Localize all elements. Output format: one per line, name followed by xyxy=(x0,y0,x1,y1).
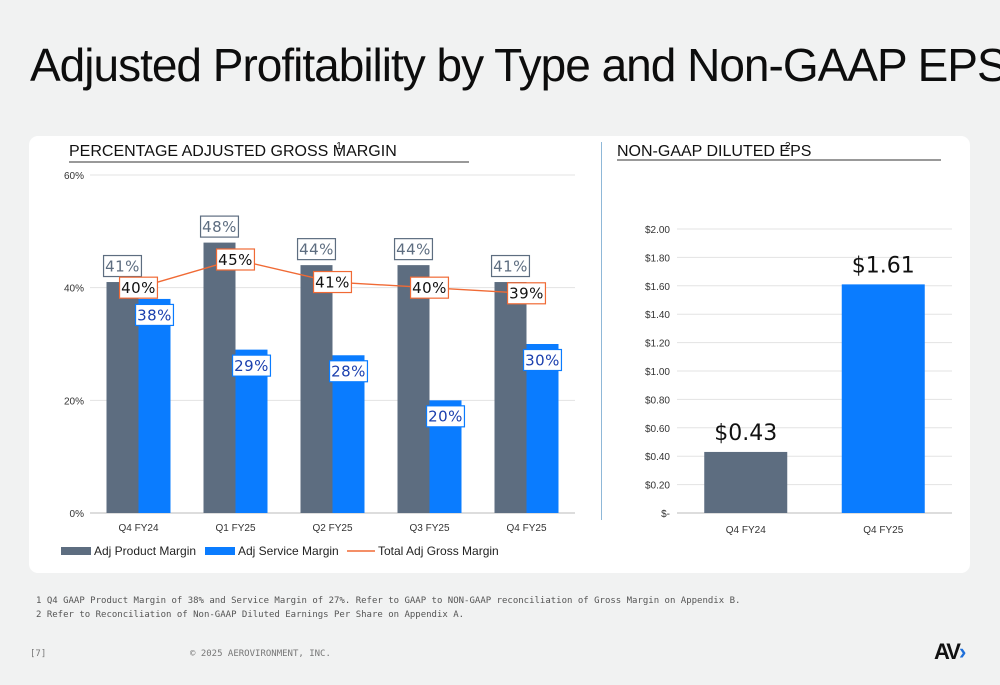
left-chart-title: PERCENTAGE ADJUSTED GROSS MARGIN xyxy=(69,143,397,160)
product-data-label-box xyxy=(490,254,531,278)
legend-total-label: Total Adj Gross Margin xyxy=(378,544,499,558)
service-bar xyxy=(526,344,559,513)
product-data-label: 48% xyxy=(202,218,237,236)
service-data-label-box xyxy=(425,405,466,428)
legend-product-swatch xyxy=(61,547,91,555)
total-data-label-box xyxy=(409,276,450,299)
service-data-label-box xyxy=(231,354,272,377)
product-bar xyxy=(203,242,236,513)
eps-data-label: $0.43 xyxy=(714,421,777,446)
service-data-label: 20% xyxy=(428,408,463,426)
eps-bar xyxy=(704,451,788,513)
logo-text: AV xyxy=(934,639,961,664)
product-bar xyxy=(397,265,430,513)
left-y-tick-label: 0% xyxy=(70,509,85,520)
product-data-label: 41% xyxy=(105,257,140,275)
footnote-1: 1 Q4 GAAP Product Margin of 38% and Serv… xyxy=(36,596,741,606)
product-bar xyxy=(494,282,527,513)
footnotes: 1 Q4 GAAP Product Margin of 38% and Serv… xyxy=(36,594,740,622)
left-x-tick-label: Q2 FY25 xyxy=(312,523,352,534)
panel-divider xyxy=(601,142,602,520)
product-data-label: 41% xyxy=(493,257,528,275)
page-title: Adjusted Profitability by Type and Non-G… xyxy=(30,39,1000,91)
eps-data-label: $1.61 xyxy=(852,253,915,278)
left-chart-title-sup: 1 xyxy=(336,141,342,152)
right-chart-title: NON-GAAP DILUTED EPS xyxy=(617,143,811,160)
total-data-label-box xyxy=(118,276,159,299)
eps-bar xyxy=(841,284,925,513)
service-data-label-box xyxy=(134,303,175,327)
product-data-label-box xyxy=(393,238,434,261)
service-data-label: 30% xyxy=(525,351,560,369)
right-chart-title-sup: 2 xyxy=(785,141,791,152)
product-bar xyxy=(106,282,139,513)
left-x-tick-label: Q4 FY25 xyxy=(506,523,546,534)
service-data-label: 38% xyxy=(137,306,172,324)
right-y-tick-label: $0.20 xyxy=(645,481,670,492)
product-bar xyxy=(300,265,333,513)
right-y-tick-label: $2.00 xyxy=(645,225,670,236)
product-data-label-box xyxy=(102,254,143,278)
right-y-tick-label: $1.20 xyxy=(645,339,670,350)
total-data-label: 40% xyxy=(412,279,447,297)
service-data-label-box xyxy=(328,360,369,383)
product-data-label: 44% xyxy=(396,241,431,259)
legend-service-label: Adj Service Margin xyxy=(238,544,339,558)
left-y-tick-label: 60% xyxy=(64,171,84,182)
left-y-tick-label: 20% xyxy=(64,396,84,407)
right-y-tick-label: $1.60 xyxy=(645,282,670,293)
service-data-label: 28% xyxy=(331,363,366,381)
logo-mark-icon: › xyxy=(958,639,966,664)
left-x-tick-label: Q1 FY25 xyxy=(215,523,255,534)
product-data-label-box xyxy=(296,238,337,261)
left-x-tick-label: Q4 FY24 xyxy=(118,523,158,534)
total-data-label-box xyxy=(215,248,256,271)
page-number: [7] xyxy=(30,649,47,659)
product-data-label: 44% xyxy=(299,241,334,259)
service-bar xyxy=(138,298,171,513)
right-y-tick-label: $0.80 xyxy=(645,395,670,406)
total-data-label-box xyxy=(312,270,353,294)
av-logo: AV› xyxy=(934,639,966,665)
product-data-label-box xyxy=(199,215,240,238)
right-y-tick-label: $1.40 xyxy=(645,310,670,321)
right-y-tick-label: $1.80 xyxy=(645,253,670,264)
legend-product-label: Adj Product Margin xyxy=(94,544,196,558)
right-x-tick-label: Q4 FY24 xyxy=(726,525,766,536)
total-data-label: 45% xyxy=(218,251,253,269)
footnote-2: 2 Refer to Reconciliation of Non-GAAP Di… xyxy=(36,610,465,620)
copyright: © 2025 AEROVIRONMENT, INC. xyxy=(190,649,331,659)
left-y-tick-label: 40% xyxy=(64,284,84,295)
right-y-tick-label: $- xyxy=(661,509,670,520)
total-data-label-box xyxy=(506,282,547,305)
total-data-label: 39% xyxy=(509,285,544,303)
total-data-label: 40% xyxy=(121,279,156,297)
total-data-label: 41% xyxy=(315,273,350,291)
right-y-tick-label: $1.00 xyxy=(645,367,670,378)
service-bar xyxy=(235,349,268,513)
service-data-label: 29% xyxy=(234,357,269,375)
right-x-tick-label: Q4 FY25 xyxy=(863,525,903,536)
left-x-tick-label: Q3 FY25 xyxy=(409,523,449,534)
right-y-tick-label: $0.40 xyxy=(645,452,670,463)
service-data-label-box xyxy=(522,348,563,372)
right-y-tick-label: $0.60 xyxy=(645,424,670,435)
legend-service-swatch xyxy=(205,547,235,555)
